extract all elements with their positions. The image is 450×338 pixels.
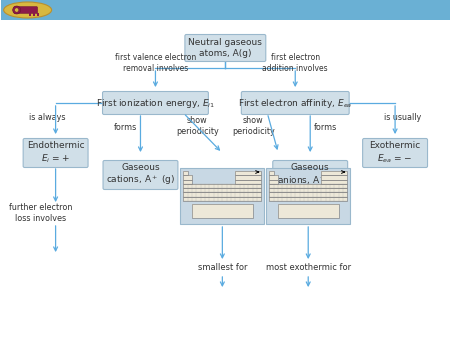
Bar [184,192,261,197]
Bar [235,171,261,175]
Bar [269,171,274,175]
Bar [184,171,188,175]
Text: forms: forms [314,123,337,132]
Bar [321,179,347,184]
Text: First ionization energy, $E_{i1}$: First ionization energy, $E_{i1}$ [96,97,215,110]
Bar [184,179,192,184]
Bar [321,175,347,179]
Bar [235,175,261,179]
Bar [184,188,261,192]
FancyBboxPatch shape [23,139,88,168]
Bar [235,179,261,184]
FancyBboxPatch shape [241,92,349,115]
Text: first valence electron
removal involves: first valence electron removal involves [115,53,196,73]
Bar [184,184,261,188]
Text: further electron
loss involves: further electron loss involves [9,203,72,223]
Bar [269,179,278,184]
Bar [184,175,192,179]
Bar [266,168,350,224]
Bar [269,188,347,192]
Bar [269,171,274,175]
Bar [180,168,264,224]
Bar [184,175,192,179]
Text: show
periodicity: show periodicity [232,116,274,136]
Circle shape [13,6,21,14]
Circle shape [14,8,19,12]
Bar [29,13,31,16]
Bar [269,184,347,188]
Text: Gaseous
cations, A$^+$ (g): Gaseous cations, A$^+$ (g) [106,163,175,187]
Bar [269,197,347,201]
Text: Endothermic
$E_i$ = +: Endothermic $E_i$ = + [27,141,85,165]
Bar [269,184,347,188]
Bar [278,204,338,218]
Text: show
periodicity: show periodicity [176,116,219,136]
Bar [269,192,347,197]
FancyBboxPatch shape [103,161,178,190]
Bar [269,179,278,184]
Bar [184,184,261,188]
Bar [192,204,252,218]
Bar [192,204,252,218]
FancyBboxPatch shape [273,161,348,190]
Bar [321,175,347,179]
FancyBboxPatch shape [14,7,37,13]
Bar [235,175,261,179]
Bar [321,179,347,184]
Text: is usually: is usually [384,113,422,121]
Bar [269,192,347,197]
Text: is always: is always [29,113,66,121]
Bar [184,197,261,201]
Text: Exothermic
$E_{ea}$ = −: Exothermic $E_{ea}$ = − [369,141,421,165]
Bar [321,171,347,175]
Bar [269,175,278,179]
Text: Gaseous
anions, A$^-$ (g): Gaseous anions, A$^-$ (g) [277,163,343,187]
Bar [235,171,261,175]
Ellipse shape [4,2,52,18]
Bar [184,197,261,201]
Bar [1,0,450,20]
Bar [184,188,261,192]
Text: most exothermic for: most exothermic for [266,264,351,272]
FancyBboxPatch shape [103,92,208,115]
Text: smallest for: smallest for [198,264,247,272]
Text: forms: forms [114,123,137,132]
Bar [269,175,278,179]
FancyBboxPatch shape [363,139,428,168]
Text: Neutral gaseous
atoms, A(g): Neutral gaseous atoms, A(g) [189,38,262,58]
Bar [321,171,347,175]
Bar [269,188,347,192]
Text: first electron
addition involves: first electron addition involves [262,53,328,73]
Bar [36,13,39,16]
Bar [278,204,338,218]
Bar [184,179,192,184]
Bar [184,171,188,175]
FancyBboxPatch shape [185,34,266,62]
Bar [235,179,261,184]
Bar [184,192,261,197]
Bar [269,197,347,201]
Text: First electron affinity, $E_{ea}$: First electron affinity, $E_{ea}$ [238,97,352,110]
Bar [33,13,35,16]
